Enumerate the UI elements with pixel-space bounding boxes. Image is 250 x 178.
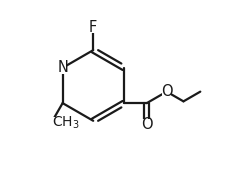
- Text: F: F: [89, 20, 97, 35]
- FancyBboxPatch shape: [142, 119, 151, 130]
- FancyBboxPatch shape: [88, 21, 98, 33]
- Text: O: O: [141, 117, 152, 132]
- FancyBboxPatch shape: [58, 62, 68, 74]
- FancyBboxPatch shape: [42, 117, 60, 129]
- FancyBboxPatch shape: [162, 86, 171, 97]
- Text: O: O: [161, 84, 172, 99]
- Text: N: N: [57, 60, 68, 75]
- Text: CH$_3$: CH$_3$: [52, 115, 80, 131]
